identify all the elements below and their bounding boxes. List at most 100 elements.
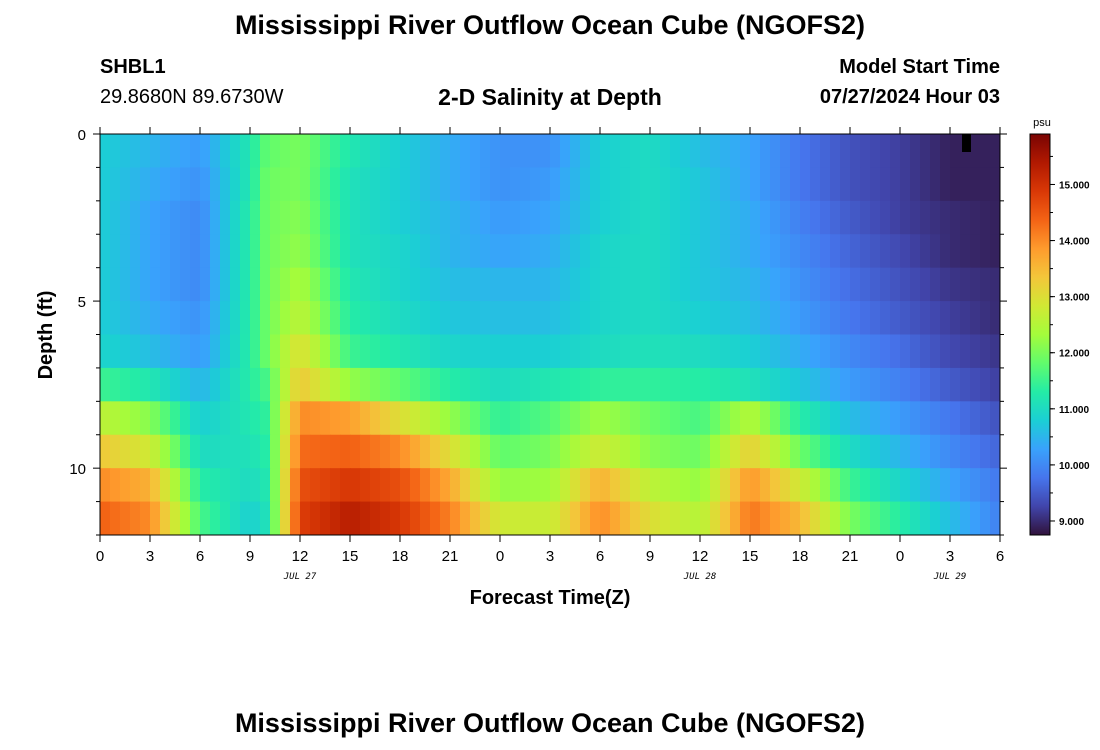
heatmap-cell	[890, 401, 901, 436]
heatmap-cell	[880, 367, 891, 402]
heatmap-cell	[190, 267, 201, 302]
heatmap-cell	[180, 267, 191, 302]
heatmap-cell	[580, 167, 591, 202]
heatmap-cell	[710, 301, 721, 336]
heatmap-cell	[740, 134, 751, 169]
heatmap-cell	[840, 468, 851, 503]
heatmap-cell	[240, 468, 251, 503]
heatmap-cell	[300, 334, 311, 369]
heatmap-cell	[420, 401, 431, 436]
heatmap-cell	[450, 234, 461, 269]
heatmap-cell	[270, 501, 281, 535]
heatmap-cell	[810, 267, 821, 302]
heatmap-cell	[970, 334, 981, 369]
heatmap-cell	[400, 434, 411, 469]
heatmap-cell	[350, 501, 361, 535]
heatmap-cell	[150, 267, 161, 302]
heatmap-cell	[210, 434, 221, 469]
heatmap-cell	[790, 334, 801, 369]
heatmap-cell	[620, 267, 631, 302]
heatmap-cell	[560, 267, 571, 302]
heatmap-cell	[930, 200, 941, 235]
heatmap-cell	[460, 167, 471, 202]
heatmap-cell	[630, 134, 641, 169]
heatmap-cell	[970, 234, 981, 269]
heatmap-cell	[230, 167, 241, 202]
heatmap-cell	[520, 501, 531, 535]
heatmap-cell	[510, 501, 521, 535]
heatmap-cell	[680, 501, 691, 535]
heatmap-cell	[330, 134, 341, 169]
heatmap-cell	[850, 334, 861, 369]
heatmap-cell	[220, 134, 231, 169]
heatmap-cell	[200, 301, 211, 336]
heatmap-cell	[840, 334, 851, 369]
heatmap-cell	[430, 434, 441, 469]
heatmap-cell	[270, 134, 281, 169]
heatmap-cell	[840, 301, 851, 336]
heatmap-cell	[250, 134, 261, 169]
heatmap-cell	[520, 267, 531, 302]
heatmap-cell	[790, 367, 801, 402]
heatmap-cell	[610, 167, 621, 202]
heatmap-cell	[100, 367, 111, 402]
heatmap-cell	[500, 468, 511, 503]
heatmap-cell	[500, 267, 511, 302]
heatmap-cell	[410, 200, 421, 235]
heatmap-cell	[750, 401, 761, 436]
heatmap-cell	[580, 401, 591, 436]
heatmap-cell	[960, 401, 971, 436]
heatmap-cell	[810, 234, 821, 269]
heatmap-cell	[940, 501, 951, 535]
heatmap-cell	[890, 267, 901, 302]
heatmap-cell	[270, 200, 281, 235]
heatmap-cell	[130, 434, 141, 469]
heatmap-cell	[920, 367, 931, 402]
heatmap-cell	[850, 134, 861, 169]
heatmap-cell	[480, 134, 491, 169]
colorbar-tick-label: 13.000	[1059, 293, 1090, 304]
x-tick-label: 6	[196, 548, 204, 565]
heatmap-cell	[280, 234, 291, 269]
heatmap-cell	[920, 234, 931, 269]
heatmap-cell	[430, 367, 441, 402]
heatmap-cell	[490, 301, 501, 336]
heatmap-cell	[410, 501, 421, 535]
heatmap-cell	[330, 501, 341, 535]
heatmap-cell	[300, 267, 311, 302]
heatmap-cell	[450, 301, 461, 336]
heatmap-cell	[430, 234, 441, 269]
heatmap-cell	[750, 267, 761, 302]
heatmap-cell	[810, 334, 821, 369]
heatmap-cell	[700, 234, 711, 269]
heatmap-cell	[890, 134, 901, 169]
heatmap-cell	[540, 267, 551, 302]
heatmap-cell	[770, 401, 781, 436]
heatmap-cell	[460, 301, 471, 336]
heatmap-cell	[180, 501, 191, 535]
heatmap-cell	[960, 301, 971, 336]
heatmap-cell	[910, 267, 921, 302]
x-tick-label: 3	[546, 548, 554, 565]
heatmap-cell	[340, 267, 351, 302]
heatmap-cell	[330, 234, 341, 269]
heatmap-cell	[730, 167, 741, 202]
heatmap-cell	[620, 134, 631, 169]
heatmap-cell	[780, 334, 791, 369]
heatmap-cell	[300, 367, 311, 402]
heatmap-cell	[110, 434, 121, 469]
heatmap-cell	[160, 501, 171, 535]
heatmap-cell	[140, 501, 151, 535]
x-tick-label: 0	[96, 548, 104, 565]
heatmap-cell	[540, 434, 551, 469]
heatmap-cell	[380, 501, 391, 535]
heatmap-cell	[510, 434, 521, 469]
heatmap-cell	[180, 367, 191, 402]
heatmap-cell	[640, 167, 651, 202]
heatmap-cell	[100, 434, 111, 469]
heatmap-cell	[200, 434, 211, 469]
heatmap-cell	[450, 167, 461, 202]
heatmap-cell	[390, 167, 401, 202]
heatmap-cell	[180, 434, 191, 469]
heatmap-cell	[640, 301, 651, 336]
